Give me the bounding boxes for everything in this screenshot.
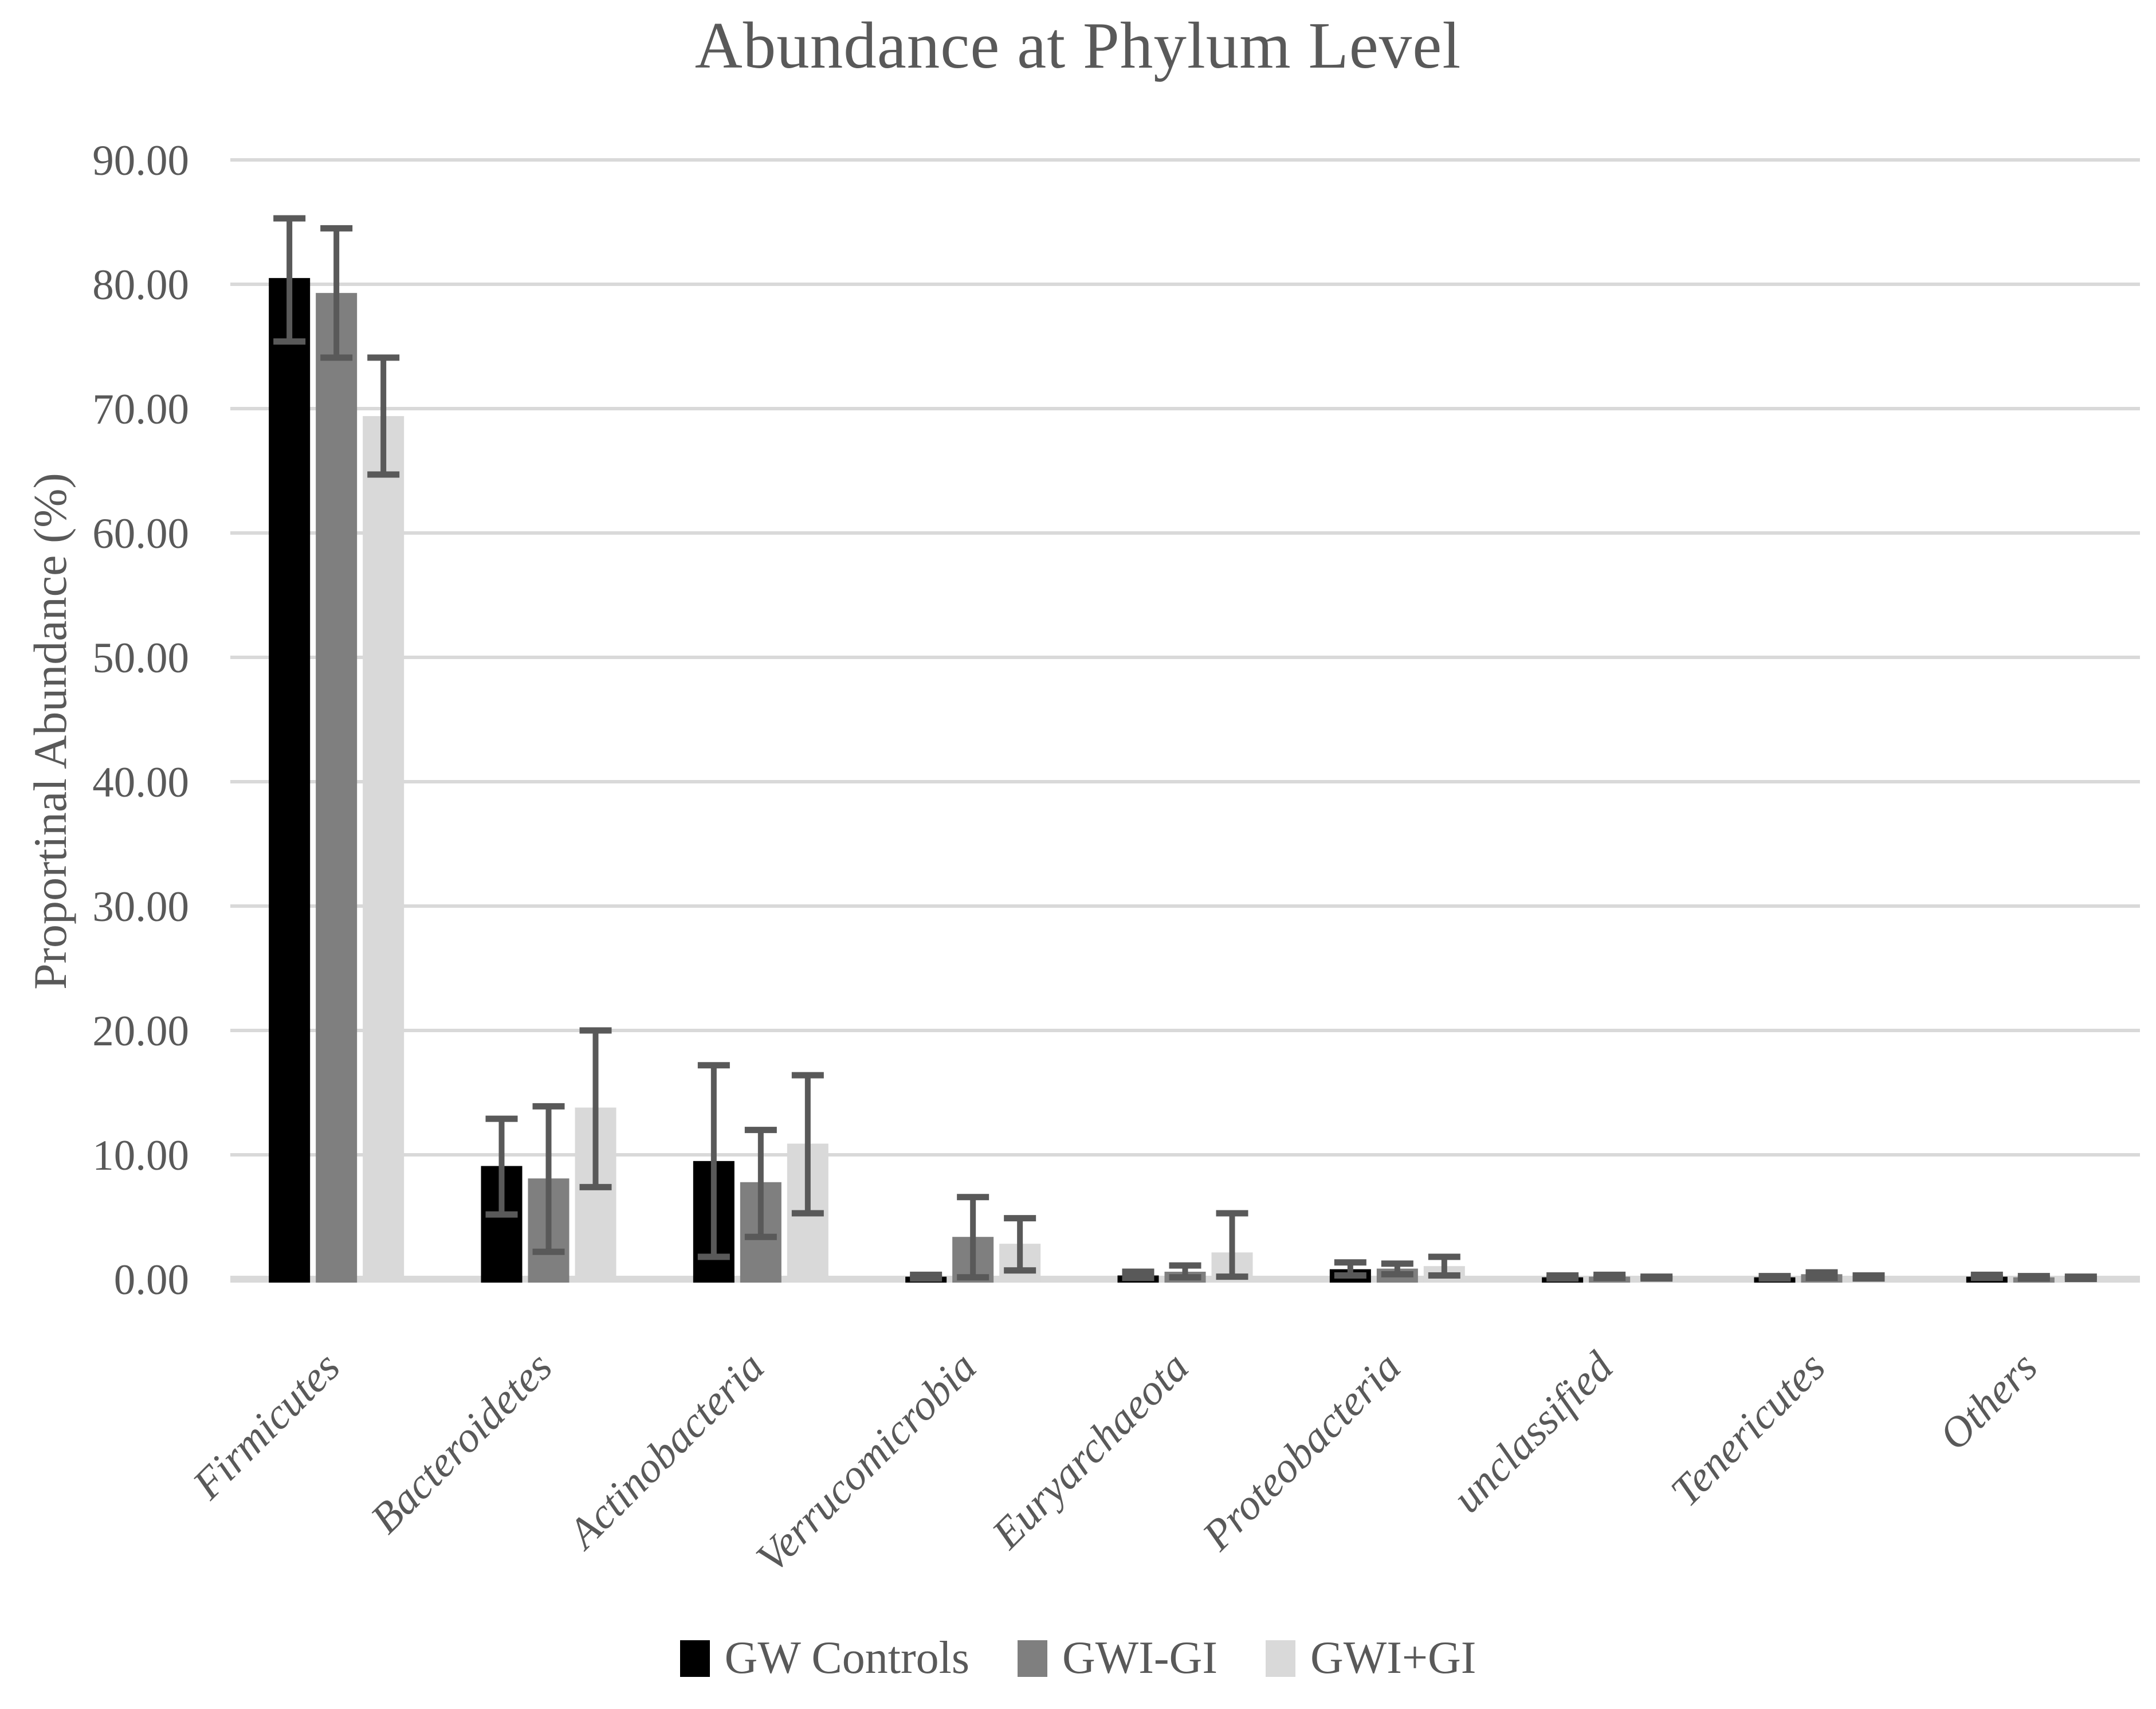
y-tick-label: 40.00 (92, 759, 189, 806)
bar (316, 293, 358, 1283)
x-category-label: Tenericutes (1662, 1343, 1834, 1515)
legend-item: GW Controls (680, 1632, 969, 1684)
x-category-label: Firmicutes (183, 1343, 349, 1508)
y-tick-label: 80.00 (92, 261, 189, 309)
y-tick-label: 0.00 (114, 1256, 189, 1304)
legend-label: GWI+GI (1310, 1633, 1476, 1683)
y-tick-label: 90.00 (92, 137, 189, 185)
y-tick-label: 70.00 (92, 386, 189, 433)
y-tick-label: 10.00 (92, 1132, 189, 1179)
y-tick-label: 20.00 (92, 1008, 189, 1055)
x-category-label: unclassified (1443, 1343, 1622, 1522)
x-category-label: Verrucomicrobia (747, 1343, 985, 1581)
legend-item: GWI-GI (1017, 1632, 1218, 1684)
legend-item: GWI+GI (1265, 1632, 1476, 1684)
y-tick-label: 50.00 (92, 634, 189, 682)
legend-swatch (1017, 1640, 1047, 1677)
legend-swatch (1265, 1640, 1295, 1677)
y-tick-label: 60.00 (92, 510, 189, 558)
x-category-label: Actinobacteria (557, 1343, 773, 1559)
legend-swatch (680, 1640, 710, 1677)
x-category-label: Proteobacteria (1193, 1343, 1410, 1560)
x-category-label: Bacteroidetes (362, 1343, 561, 1542)
legend-label: GW Controls (724, 1633, 969, 1683)
chart-title: Abundance at Phylum Level (694, 9, 1462, 82)
x-category-label: Euryarchaeota (983, 1343, 1198, 1558)
legend-label: GWI-GI (1062, 1633, 1218, 1683)
bar (269, 278, 311, 1283)
x-category-label: Others (1930, 1343, 2047, 1459)
legend: GW Controls GWI-GI GWI+GI (0, 1632, 2156, 1684)
bar (363, 416, 405, 1283)
y-tick-label: 30.00 (92, 883, 189, 931)
